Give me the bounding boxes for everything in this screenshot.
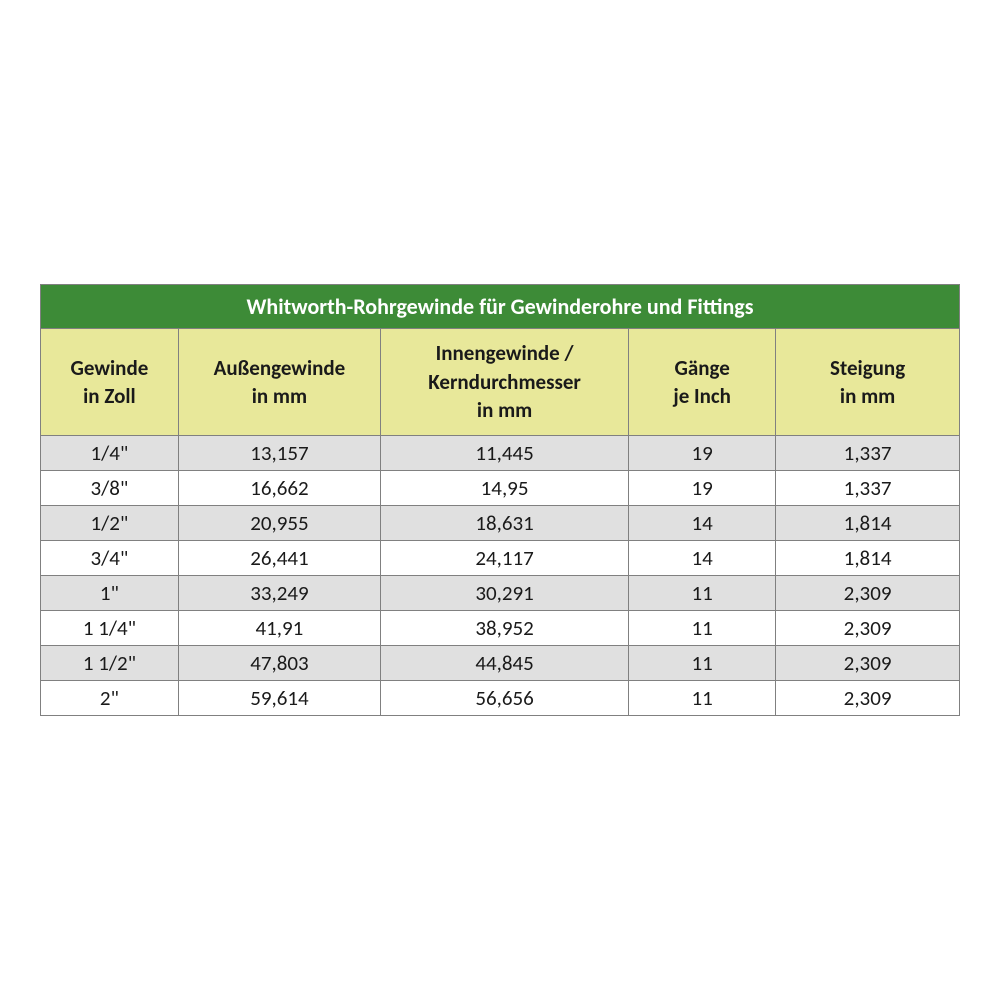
- cell-gewinde: 1 1/4": [41, 610, 179, 645]
- header-gewinde: Gewinde in Zoll: [41, 329, 179, 435]
- cell-steigung: 2,309: [776, 575, 960, 610]
- table-row: 1 1/2" 47,803 44,845 11 2,309: [41, 645, 960, 680]
- cell-aussen: 26,441: [178, 540, 380, 575]
- cell-innen: 30,291: [381, 575, 629, 610]
- cell-gewinde: 1 1/2": [41, 645, 179, 680]
- cell-gaenge: 11: [629, 575, 776, 610]
- cell-gaenge: 14: [629, 505, 776, 540]
- header-steigung: Steigung in mm: [776, 329, 960, 435]
- cell-steigung: 2,309: [776, 680, 960, 715]
- cell-innen: 44,845: [381, 645, 629, 680]
- cell-gaenge: 19: [629, 435, 776, 470]
- table-row: 2" 59,614 56,656 11 2,309: [41, 680, 960, 715]
- table-row: 1" 33,249 30,291 11 2,309: [41, 575, 960, 610]
- cell-steigung: 1,337: [776, 435, 960, 470]
- cell-steigung: 1,814: [776, 505, 960, 540]
- cell-aussen: 20,955: [178, 505, 380, 540]
- cell-gaenge: 11: [629, 610, 776, 645]
- thread-table: Whitworth-Rohrgewinde für Gewinderohre u…: [40, 284, 960, 715]
- cell-gewinde: 2": [41, 680, 179, 715]
- table-title-row: Whitworth-Rohrgewinde für Gewinderohre u…: [41, 285, 960, 329]
- cell-aussen: 13,157: [178, 435, 380, 470]
- cell-gaenge: 11: [629, 680, 776, 715]
- cell-gewinde: 3/8": [41, 470, 179, 505]
- cell-innen: 18,631: [381, 505, 629, 540]
- cell-gaenge: 19: [629, 470, 776, 505]
- cell-steigung: 1,337: [776, 470, 960, 505]
- cell-aussen: 41,91: [178, 610, 380, 645]
- cell-innen: 14,95: [381, 470, 629, 505]
- table-body: 1/4" 13,157 11,445 19 1,337 3/8" 16,662 …: [41, 435, 960, 715]
- cell-innen: 38,952: [381, 610, 629, 645]
- table-row: 1/2" 20,955 18,631 14 1,814: [41, 505, 960, 540]
- cell-gewinde: 3/4": [41, 540, 179, 575]
- table-title: Whitworth-Rohrgewinde für Gewinderohre u…: [41, 285, 960, 329]
- table-row: 3/8" 16,662 14,95 19 1,337: [41, 470, 960, 505]
- cell-aussen: 16,662: [178, 470, 380, 505]
- header-gaenge: Gänge je Inch: [629, 329, 776, 435]
- table-row: 1 1/4" 41,91 38,952 11 2,309: [41, 610, 960, 645]
- cell-innen: 11,445: [381, 435, 629, 470]
- thread-table-container: Whitworth-Rohrgewinde für Gewinderohre u…: [40, 284, 960, 715]
- table-row: 3/4" 26,441 24,117 14 1,814: [41, 540, 960, 575]
- cell-innen: 56,656: [381, 680, 629, 715]
- cell-aussen: 33,249: [178, 575, 380, 610]
- cell-steigung: 2,309: [776, 610, 960, 645]
- cell-aussen: 59,614: [178, 680, 380, 715]
- cell-gewinde: 1/2": [41, 505, 179, 540]
- cell-gaenge: 14: [629, 540, 776, 575]
- header-innengewinde: Innengewinde / Kerndurchmesser in mm: [381, 329, 629, 435]
- cell-gewinde: 1": [41, 575, 179, 610]
- cell-steigung: 2,309: [776, 645, 960, 680]
- cell-aussen: 47,803: [178, 645, 380, 680]
- header-aussengewinde: Außengewinde in mm: [178, 329, 380, 435]
- cell-gewinde: 1/4": [41, 435, 179, 470]
- table-row: 1/4" 13,157 11,445 19 1,337: [41, 435, 960, 470]
- cell-innen: 24,117: [381, 540, 629, 575]
- cell-gaenge: 11: [629, 645, 776, 680]
- cell-steigung: 1,814: [776, 540, 960, 575]
- table-header-row: Gewinde in Zoll Außengewinde in mm Innen…: [41, 329, 960, 435]
